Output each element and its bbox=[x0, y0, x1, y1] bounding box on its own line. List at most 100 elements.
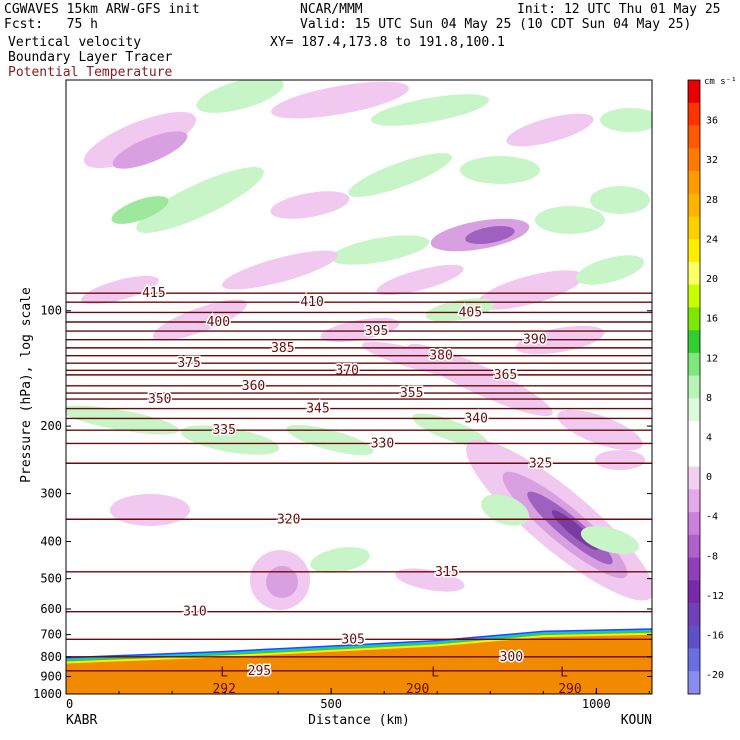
velocity-cell bbox=[180, 425, 280, 455]
terrain-fill bbox=[66, 632, 652, 694]
colorbar-swatch bbox=[688, 648, 700, 672]
field-boundary-layer-tracer: Boundary Layer Tracer bbox=[8, 50, 173, 65]
axes: 100 200 300 400 500 600 700 800 900 1000 0 500 1000 bbox=[33, 304, 652, 711]
velocity-cell bbox=[330, 235, 430, 265]
colorbar-swatch bbox=[688, 307, 700, 331]
velocity-cell bbox=[595, 450, 645, 470]
velocity-cell bbox=[196, 80, 284, 113]
colorbar-swatch bbox=[688, 443, 700, 467]
velocity-cell bbox=[112, 131, 188, 169]
velocity-cell bbox=[506, 113, 594, 147]
colorbar-label: 0 bbox=[706, 472, 712, 483]
colorbar-swatch bbox=[688, 148, 700, 172]
colorbar-label: -12 bbox=[706, 591, 724, 602]
colorbar-swatch bbox=[688, 580, 700, 604]
theta-label: 325 bbox=[529, 456, 552, 471]
colorbar-swatch bbox=[688, 625, 700, 649]
y-tick-label: 1000 bbox=[33, 687, 62, 701]
velocity-cell bbox=[270, 191, 350, 219]
colorbar-swatch bbox=[688, 261, 700, 285]
y-tick-label: 200 bbox=[40, 419, 62, 433]
velocity-cell bbox=[152, 299, 248, 341]
velocity-cell bbox=[465, 226, 515, 244]
colorbar-swatch bbox=[688, 102, 700, 126]
theta-label: 300 bbox=[500, 650, 523, 665]
theta-label: 345 bbox=[306, 402, 329, 417]
colorbar-swatch bbox=[688, 125, 700, 149]
xy-endpoints: XY= 187.4,173.8 to 191.8,100.1 bbox=[270, 35, 505, 50]
endpoint-left-label: KABR bbox=[66, 713, 97, 728]
colorbar-label: -8 bbox=[706, 551, 718, 562]
colorbar-swatch bbox=[688, 489, 700, 513]
org-label: NCAR/MMM bbox=[300, 2, 363, 17]
theta-label: 335 bbox=[212, 423, 235, 438]
theta-label: 390 bbox=[523, 333, 546, 348]
x-tick-label: 0 bbox=[66, 697, 73, 711]
velocity-cell bbox=[376, 264, 464, 296]
velocity-cell bbox=[320, 317, 400, 343]
colorbar-swatch bbox=[688, 466, 700, 490]
colorbar-label: 28 bbox=[706, 195, 718, 206]
theta-label: 405 bbox=[459, 305, 482, 320]
init-time: Init: 12 UTC Thu 01 May 25 bbox=[517, 2, 721, 17]
terrain-layer bbox=[66, 628, 652, 694]
theta-label: 330 bbox=[371, 436, 394, 451]
x-tick-label: 500 bbox=[320, 697, 342, 711]
velocity-cell bbox=[111, 196, 169, 224]
plot-frame bbox=[65, 79, 653, 695]
colorbar-swatch bbox=[688, 421, 700, 445]
y-tick-label: 900 bbox=[40, 669, 62, 683]
colorbar-label: 16 bbox=[706, 314, 718, 325]
velocity-cell bbox=[110, 494, 190, 526]
velocity-cell bbox=[348, 153, 452, 197]
theta-label: 380 bbox=[429, 349, 452, 364]
theta-label: 395 bbox=[365, 324, 388, 339]
colorbar-swatch bbox=[688, 398, 700, 422]
colorbar-swatch bbox=[688, 557, 700, 581]
velocity-cell bbox=[83, 112, 197, 168]
terrain-label: 292 bbox=[212, 682, 235, 697]
colorbar-swatch bbox=[688, 284, 700, 308]
velocity-cell bbox=[81, 275, 159, 305]
colorbar-label: 20 bbox=[706, 274, 718, 285]
boundary-layer-tracer-band bbox=[66, 628, 652, 659]
velocity-cell bbox=[221, 250, 339, 290]
y-tick-label: 600 bbox=[40, 602, 62, 616]
field-potential-temperature: Potential Temperature bbox=[8, 65, 173, 80]
colorbar-swatch bbox=[688, 193, 700, 217]
velocity-cell bbox=[286, 424, 374, 456]
colorbar: cm s⁻¹ 36 32 28 24 20 16 12 8 4 0 -4 -8 -12 -16 -20 bbox=[687, 77, 737, 695]
velocity-cell bbox=[535, 206, 605, 234]
pbl-tracer-label: L bbox=[560, 666, 568, 681]
theta-label: 365 bbox=[494, 368, 517, 383]
velocity-cell bbox=[460, 156, 540, 184]
velocity-cell bbox=[136, 167, 264, 233]
theta-label: 400 bbox=[207, 315, 230, 330]
velocity-cell bbox=[271, 81, 409, 119]
terrain-label: 290 bbox=[406, 682, 429, 697]
theta-label: 375 bbox=[177, 356, 200, 371]
colorbar-label: 4 bbox=[706, 433, 712, 444]
theta-label: 385 bbox=[271, 341, 294, 356]
valid-time: Valid: 15 UTC Sun 04 May 25 (10 CDT Sun … bbox=[300, 17, 692, 32]
colorbar-swatch bbox=[688, 170, 700, 195]
theta-label: 415 bbox=[142, 286, 165, 301]
colorbar-swatch bbox=[688, 216, 700, 240]
velocity-cell bbox=[266, 566, 298, 598]
velocity-cell bbox=[481, 494, 529, 526]
theta-label: 370 bbox=[336, 363, 359, 378]
theta-label: 295 bbox=[248, 664, 271, 679]
theta-label: 310 bbox=[183, 605, 206, 620]
velocity-cell bbox=[580, 526, 640, 554]
velocity-cell bbox=[361, 341, 479, 379]
velocity-cell bbox=[576, 255, 644, 285]
theta-label: 320 bbox=[277, 512, 300, 527]
colorbar-swatch bbox=[688, 330, 700, 354]
colorbar-swatch bbox=[688, 375, 700, 399]
boundary-layer-tracer-band bbox=[66, 629, 652, 661]
colorbar-swatch bbox=[688, 671, 700, 695]
pbl-tracer-label: L bbox=[220, 666, 228, 681]
colorbar-label: 12 bbox=[706, 353, 718, 364]
velocity-cell bbox=[476, 270, 584, 310]
